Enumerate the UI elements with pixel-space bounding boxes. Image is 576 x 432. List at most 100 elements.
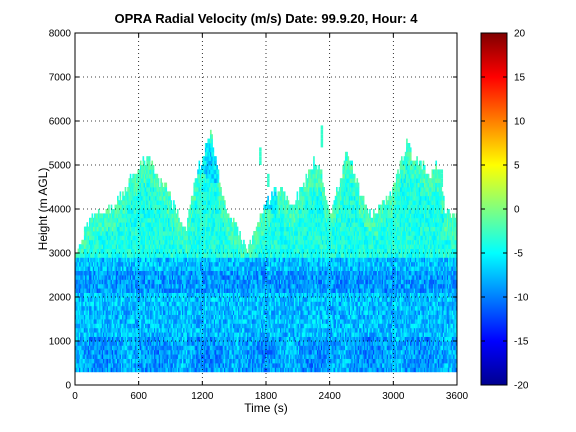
heat-cell [119, 235, 122, 241]
heat-cell [141, 235, 143, 241]
heat-cell [183, 279, 185, 285]
heat-cell [184, 283, 187, 289]
heat-cell [204, 209, 207, 214]
heat-cell [230, 297, 233, 302]
heat-cell [85, 314, 87, 320]
heat-cell [148, 222, 151, 227]
heat-cell [129, 314, 132, 320]
heat-cell [165, 314, 168, 320]
heat-cell [137, 270, 140, 276]
heat-cell [215, 261, 217, 267]
heat-cell [157, 253, 160, 258]
heat-cell [178, 279, 180, 285]
heat-cell [104, 257, 106, 263]
heat-cell [78, 310, 81, 315]
heat-cell [143, 279, 146, 285]
heat-cell [117, 279, 119, 285]
heat-cell [199, 279, 202, 285]
heat-cell [75, 257, 77, 263]
heat-cell [138, 187, 141, 192]
heat-cell [131, 217, 133, 223]
heat-cell [77, 363, 80, 368]
heat-cell [187, 310, 189, 315]
heat-cell [201, 222, 203, 227]
heat-cell [161, 191, 164, 197]
heat-cell [103, 279, 105, 285]
heat-cell [134, 209, 137, 214]
heat-cell [192, 288, 194, 293]
heat-cell [212, 327, 215, 333]
heat-cell [194, 319, 197, 324]
heat-cell [181, 257, 184, 263]
heat-cell [212, 301, 215, 307]
heat-cell [207, 187, 210, 192]
heat-cell [220, 297, 222, 302]
heat-cell [195, 222, 198, 227]
heat-cell [193, 314, 196, 320]
heat-cell [97, 270, 100, 276]
heat-cell [81, 283, 84, 289]
heat-cell [159, 195, 161, 201]
heat-cell [157, 200, 160, 205]
heat-cell [141, 239, 143, 245]
heat-cell [208, 349, 211, 355]
heat-cell [110, 349, 113, 355]
heat-cell [124, 349, 127, 355]
heat-cell [134, 314, 137, 320]
heat-cell [114, 204, 117, 210]
heat-cell [139, 187, 142, 192]
heat-cell [138, 319, 141, 324]
heat-cell [120, 336, 123, 342]
heat-cell [161, 213, 164, 219]
heat-cell [132, 257, 134, 263]
heat-cell [179, 367, 182, 373]
heat-cell [120, 283, 123, 289]
heat-cell [145, 314, 147, 320]
heat-cell [114, 305, 117, 311]
heat-cell [203, 336, 206, 342]
heat-cell [133, 319, 136, 324]
heat-cell [162, 257, 165, 263]
heat-cell [119, 358, 122, 364]
heat-cell [164, 191, 166, 197]
heat-cell [188, 301, 190, 307]
heat-cell [203, 319, 206, 324]
heat-cell [211, 143, 213, 148]
heat-cell [97, 222, 100, 227]
heat-cell [113, 231, 115, 236]
heat-cell [111, 349, 114, 355]
heat-cell [169, 239, 171, 245]
heat-cell [100, 266, 103, 271]
heat-cell [212, 261, 215, 267]
heat-cell [85, 266, 87, 271]
heat-cell [189, 323, 192, 329]
heat-cell [124, 257, 127, 263]
heat-cell [192, 195, 194, 201]
heat-cell [113, 301, 115, 307]
heat-cell [96, 367, 99, 373]
heat-cell [122, 257, 124, 263]
heat-cell [195, 226, 198, 232]
heat-cell [119, 226, 122, 232]
heat-cell [77, 345, 80, 351]
heat-cell [194, 248, 197, 254]
heat-cell [111, 235, 114, 241]
heat-cell [113, 305, 115, 311]
heat-cell [150, 257, 152, 263]
heat-cell [114, 270, 117, 276]
heat-cell [199, 195, 202, 201]
heat-cell [81, 301, 84, 307]
heat-cell [169, 213, 171, 219]
heat-cell [119, 349, 122, 355]
heat-cell [97, 367, 100, 373]
heat-cell [198, 253, 201, 258]
heat-cell [115, 341, 118, 346]
heat-cell [108, 358, 110, 364]
heat-cell [80, 288, 82, 293]
heat-cell [143, 261, 146, 267]
heat-cell [81, 354, 84, 359]
heat-cell [208, 363, 211, 368]
heat-cell [209, 213, 212, 219]
heat-cell [216, 261, 219, 267]
heat-cell [197, 319, 199, 324]
